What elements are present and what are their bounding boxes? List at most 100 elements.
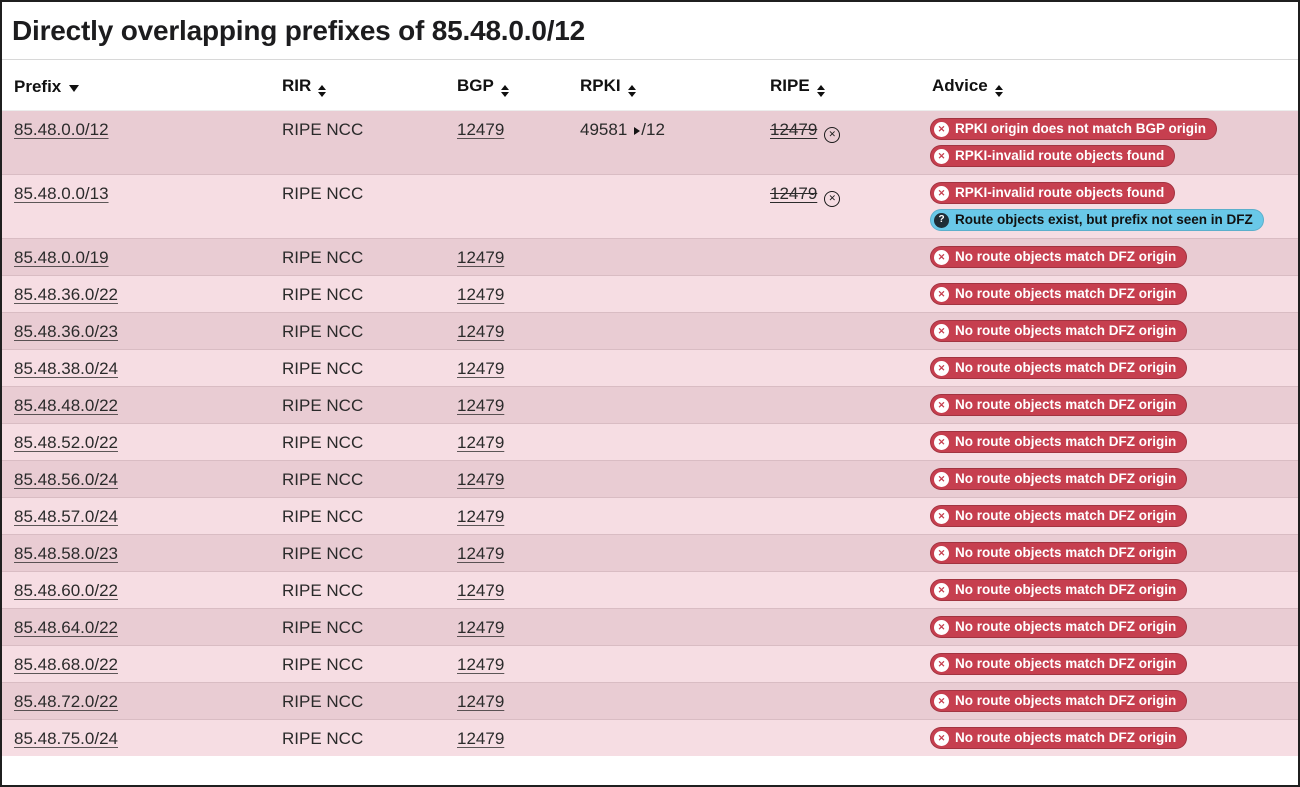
bgp-origin-asn-link[interactable]: 12479 (457, 433, 505, 452)
rir-cell: RIPE NCC (270, 349, 445, 387)
bgp-origin-asn-link[interactable]: 12479 (457, 470, 505, 489)
bgp-cell: 12479 (445, 386, 568, 424)
prefix-link[interactable]: 85.48.58.0/23 (14, 544, 118, 563)
column-header-ripe[interactable]: RIPE (758, 60, 920, 111)
prefix-link[interactable]: 85.48.72.0/22 (14, 692, 118, 711)
rir-cell: RIPE NCC (270, 174, 445, 239)
prefix-link[interactable]: 85.48.52.0/22 (14, 433, 118, 452)
bgp-origin-asn-link[interactable]: 12479 (457, 618, 505, 637)
table-body: 85.48.0.0/12 RIPE NCC 12479 49581/12 12479 ✕ ✕… (2, 110, 1298, 756)
ripe-cell (758, 497, 920, 535)
circle-x-icon: ✕ (934, 582, 949, 598)
prefix-link[interactable]: 85.48.60.0/22 (14, 581, 118, 600)
triangle-up-icon (994, 85, 1003, 90)
triangle-up-icon (318, 85, 327, 90)
advice-cell: ✕ No route objects match DFZ origin (920, 608, 1298, 646)
bgp-origin-asn-link[interactable]: 12479 (457, 655, 505, 674)
bgp-origin-asn-link[interactable]: 12479 (457, 507, 505, 526)
ripe-route-object-link[interactable]: 12479 (770, 120, 818, 139)
table-header-row: Prefix RIR BGP RPKI RIPE Advice (2, 60, 1298, 111)
bgp-cell: 12479 (445, 534, 568, 572)
ripe-cell (758, 423, 920, 461)
bgp-cell: 12479 (445, 719, 568, 756)
advice-badge-stack: ✕ No route objects match DFZ origin (930, 727, 1290, 749)
rir-label: RIPE NCC (282, 470, 364, 489)
bgp-origin-asn-link[interactable]: 12479 (457, 120, 505, 139)
circle-question-icon: ? (934, 212, 949, 228)
column-header-prefix[interactable]: Prefix (2, 60, 270, 111)
table-row: 85.48.0.0/13 RIPE NCC 12479 ✕ ✕ RPKI-invalid … (2, 174, 1298, 239)
advice-cell: ✕ RPKI origin does not match BGP origin ✕ R… (920, 110, 1298, 175)
circle-x-icon: ✕ (934, 508, 949, 524)
rir-cell: RIPE NCC (270, 719, 445, 756)
prefix-link[interactable]: 85.48.48.0/22 (14, 396, 118, 415)
circle-x-icon: ✕ (934, 434, 949, 450)
table-row: 85.48.58.0/23 RIPE NCC 12479 ✕ No route obje… (2, 534, 1298, 572)
column-header-bgp[interactable]: BGP (445, 60, 568, 111)
column-header-label: RIPE (770, 76, 810, 95)
rpki-cell (568, 719, 758, 756)
ripe-cell (758, 608, 920, 646)
advice-badge-stack: ✕ RPKI origin does not match BGP origin ✕ R… (930, 118, 1290, 167)
ripe-cell (758, 460, 920, 498)
prefix-link[interactable]: 85.48.0.0/12 (14, 120, 109, 139)
column-header-rir[interactable]: RIR (270, 60, 445, 111)
bgp-origin-asn-link[interactable]: 12479 (457, 285, 505, 304)
advice-badge-danger: ✕ No route objects match DFZ origin (930, 616, 1188, 638)
prefix-link[interactable]: 85.48.56.0/24 (14, 470, 118, 489)
bgp-origin-asn-link[interactable]: 12479 (457, 692, 505, 711)
rir-label: RIPE NCC (282, 655, 364, 674)
advice-badge-danger: ✕ No route objects match DFZ origin (930, 320, 1188, 342)
advice-badge-info: ? Route objects exist, but prefix not see… (930, 209, 1264, 231)
prefix-link[interactable]: 85.48.0.0/19 (14, 248, 109, 267)
advice-badge-danger: ✕ No route objects match DFZ origin (930, 394, 1188, 416)
prefix-link[interactable]: 85.48.75.0/24 (14, 729, 118, 748)
prefix-link[interactable]: 85.48.38.0/24 (14, 359, 118, 378)
prefix-link[interactable]: 85.48.57.0/24 (14, 507, 118, 526)
rir-label: RIPE NCC (282, 544, 364, 563)
bgp-origin-asn-link[interactable]: 12479 (457, 322, 505, 341)
advice-badge-danger: ✕ No route objects match DFZ origin (930, 246, 1188, 268)
prefix-link[interactable]: 85.48.0.0/13 (14, 184, 109, 203)
table-row: 85.48.0.0/19 RIPE NCC 12479 ✕ No route objec… (2, 238, 1298, 276)
prefix-cell: 85.48.0.0/13 (2, 174, 270, 239)
advice-badge-danger: ✕ RPKI origin does not match BGP origin (930, 118, 1218, 140)
rir-cell: RIPE NCC (270, 497, 445, 535)
prefix-link[interactable]: 85.48.36.0/22 (14, 285, 118, 304)
column-header-rpki[interactable]: RPKI (568, 60, 758, 111)
rpki-max-length: /12 (641, 120, 665, 139)
advice-cell: ✕ RPKI-invalid route objects found ? Route … (920, 174, 1298, 239)
prefix-cell: 85.48.52.0/22 (2, 423, 270, 461)
prefix-cell: 85.48.57.0/24 (2, 497, 270, 535)
ripe-route-object-link[interactable]: 12479 (770, 184, 818, 203)
prefix-link[interactable]: 85.48.36.0/23 (14, 322, 118, 341)
advice-cell: ✕ No route objects match DFZ origin (920, 275, 1298, 313)
advice-badge-label: No route objects match DFZ origin (955, 582, 1177, 598)
advice-badge-stack: ✕ No route objects match DFZ origin (930, 357, 1290, 379)
rir-cell: RIPE NCC (270, 645, 445, 683)
advice-badge-label: No route objects match DFZ origin (955, 249, 1177, 265)
prefix-link[interactable]: 85.48.64.0/22 (14, 618, 118, 637)
circle-x-icon: ✕ (934, 730, 949, 746)
bgp-origin-asn-link[interactable]: 12479 (457, 359, 505, 378)
table-row: 85.48.48.0/22 RIPE NCC 12479 ✕ No route obje… (2, 386, 1298, 424)
table-row: 85.48.75.0/24 RIPE NCC 12479 ✕ No route obje… (2, 719, 1298, 756)
column-header-advice[interactable]: Advice (920, 60, 1298, 111)
bgp-origin-asn-link[interactable]: 12479 (457, 248, 505, 267)
bgp-origin-asn-link[interactable]: 12479 (457, 544, 505, 563)
prefix-cell: 85.48.64.0/22 (2, 608, 270, 646)
rpki-cell: 49581/12 (568, 110, 758, 175)
triangle-up-icon (500, 85, 509, 90)
prefix-cell: 85.48.48.0/22 (2, 386, 270, 424)
advice-badge-danger: ✕ No route objects match DFZ origin (930, 468, 1188, 490)
advice-badge-label: RPKI-invalid route objects found (955, 148, 1165, 164)
column-header-label: Prefix (14, 76, 62, 96)
advice-badge-danger: ✕ RPKI-invalid route objects found (930, 182, 1176, 204)
bgp-origin-asn-link[interactable]: 12479 (457, 729, 505, 748)
bgp-origin-asn-link[interactable]: 12479 (457, 396, 505, 415)
bgp-origin-asn-link[interactable]: 12479 (457, 581, 505, 600)
column-header-label: Advice (932, 76, 988, 95)
advice-badge-stack: ✕ No route objects match DFZ origin (930, 579, 1290, 601)
advice-cell: ✕ No route objects match DFZ origin (920, 312, 1298, 350)
prefix-link[interactable]: 85.48.68.0/22 (14, 655, 118, 674)
